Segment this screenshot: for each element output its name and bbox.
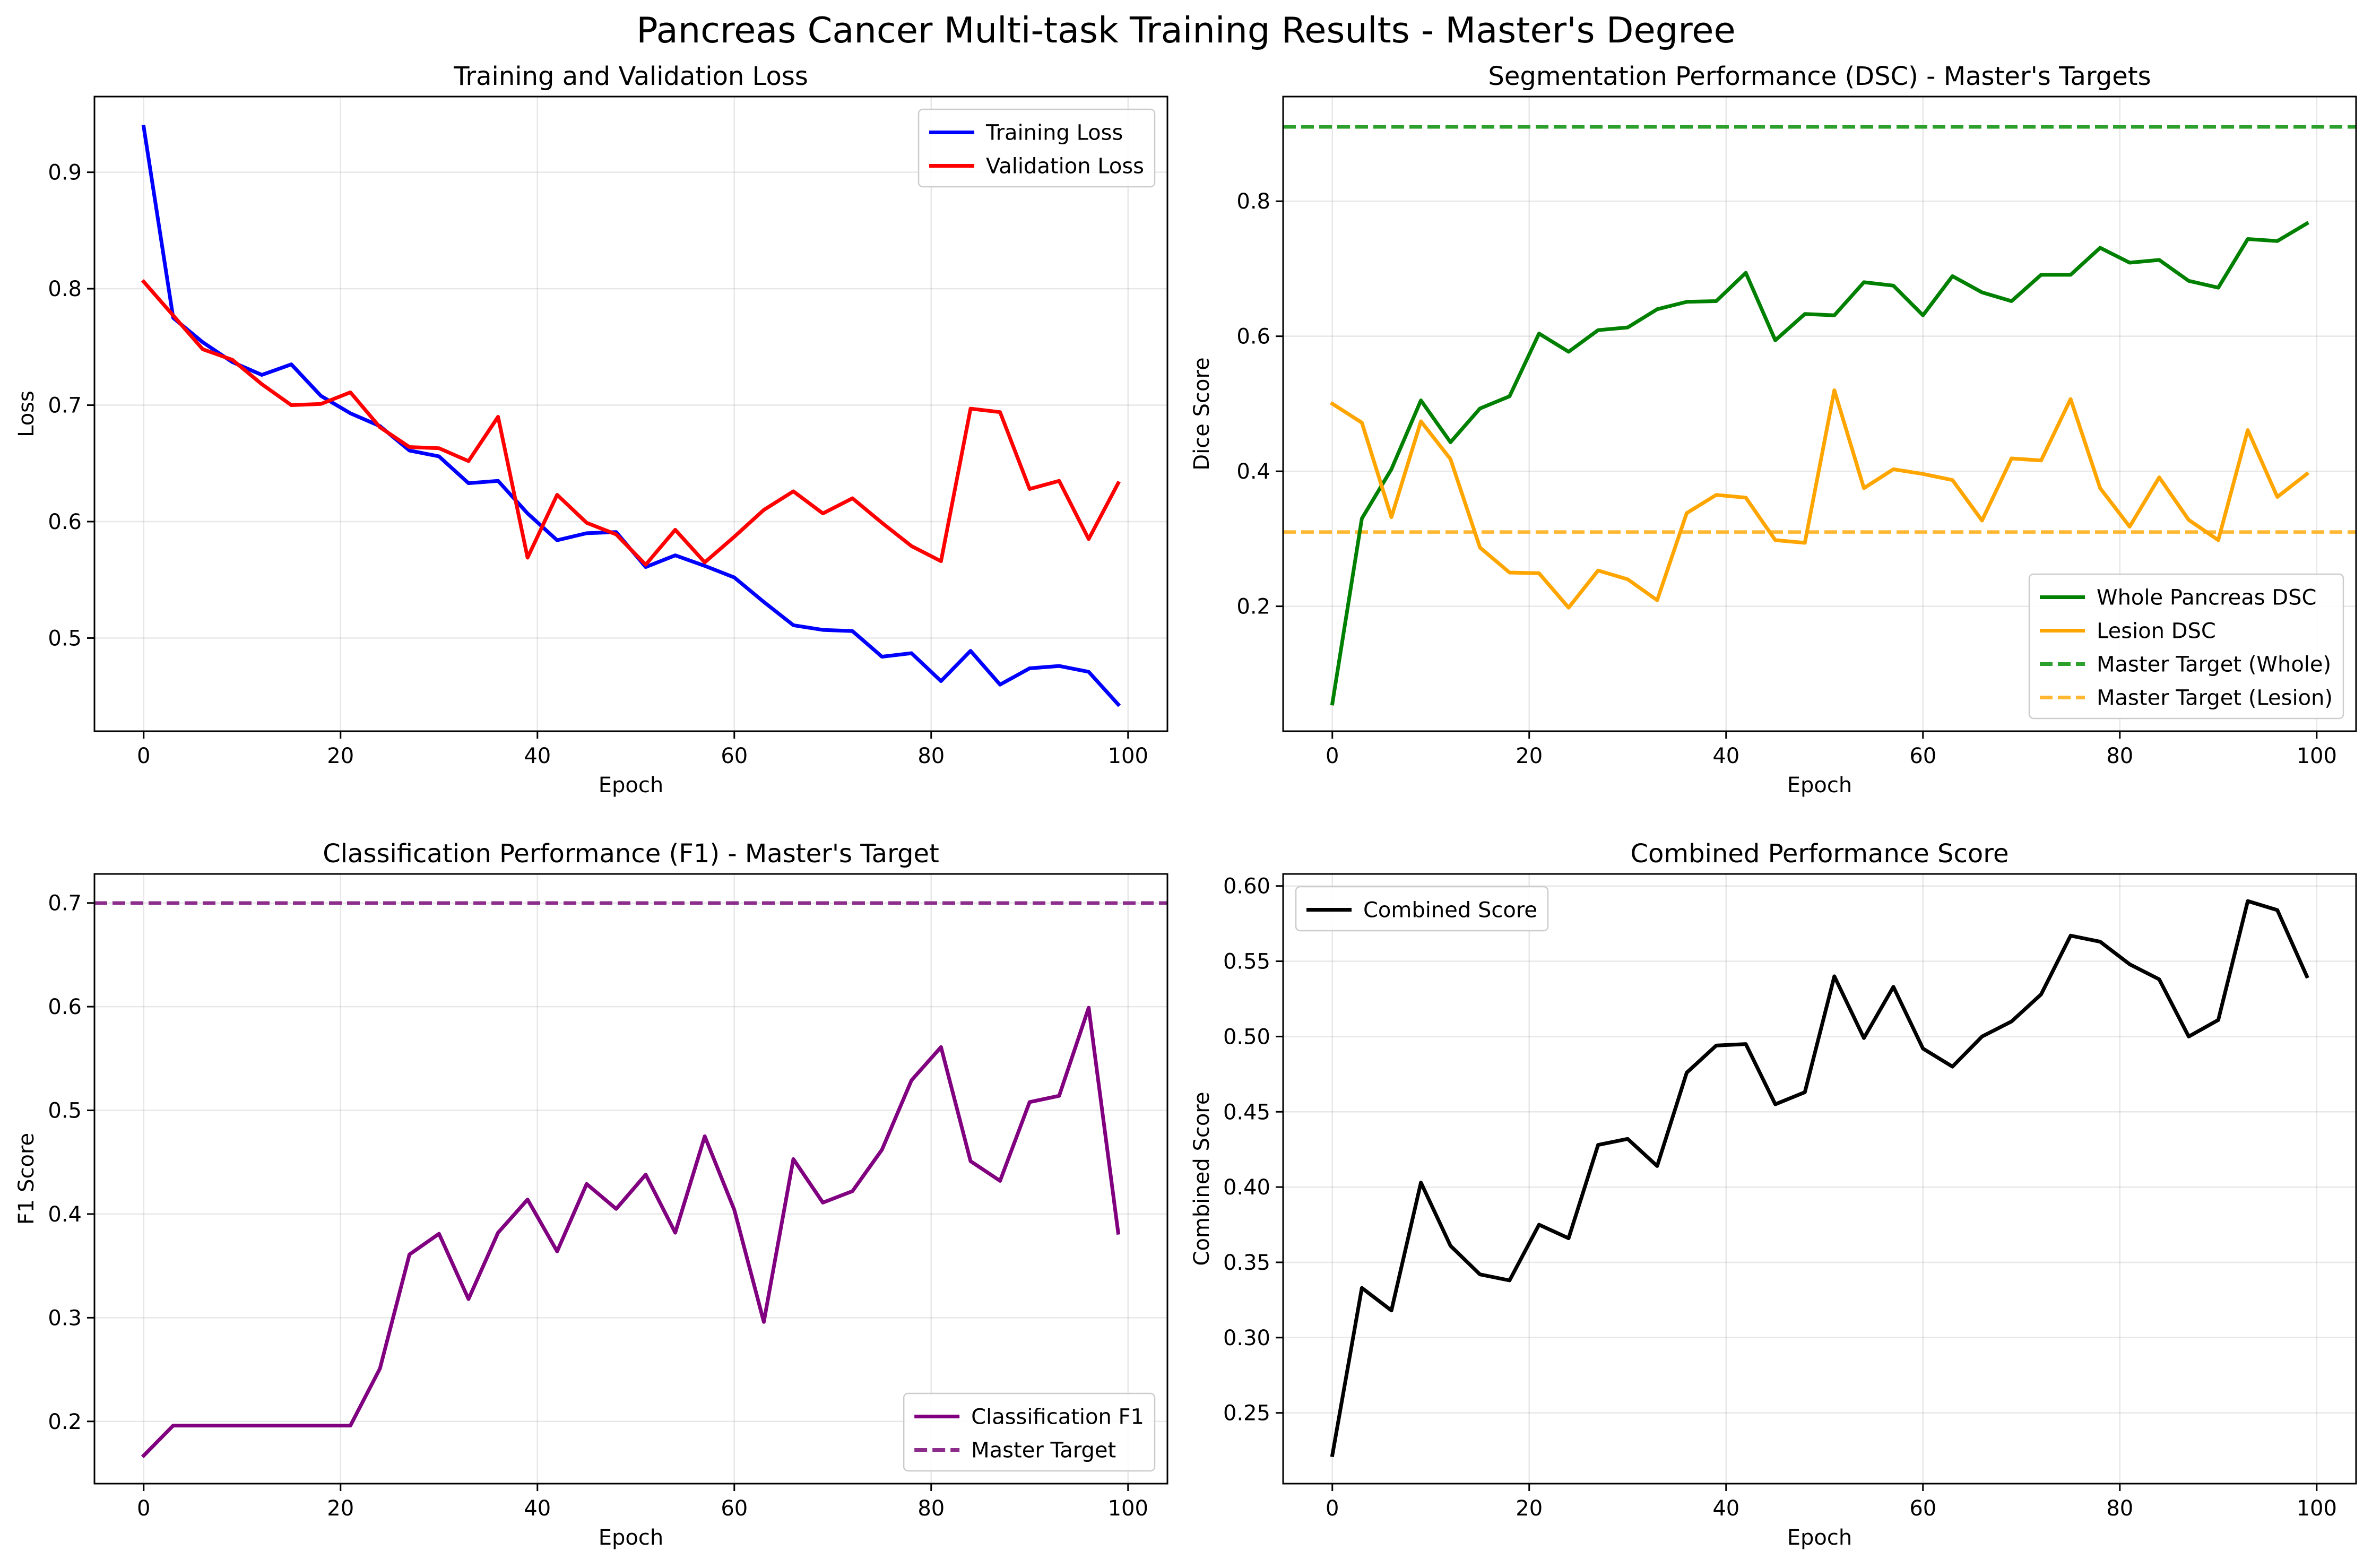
x-tick-label: 60 bbox=[1909, 744, 1936, 768]
y-tick-label: 0.3 bbox=[48, 1306, 82, 1330]
series-line-1 bbox=[1329, 388, 2310, 610]
x-tick-label: 0 bbox=[137, 744, 150, 768]
y-tick-label: 0.55 bbox=[1223, 950, 1270, 974]
axes-frame bbox=[93, 873, 1168, 1485]
x-tick-label: 60 bbox=[721, 1496, 748, 1521]
y-tick-label: 0.40 bbox=[1223, 1175, 1270, 1200]
x-tick-label: 60 bbox=[1909, 1496, 1936, 1521]
legend-entry-label: Validation Loss bbox=[986, 154, 1144, 179]
y-tick-label: 0.8 bbox=[48, 277, 82, 301]
y-tick-label: 0.45 bbox=[1223, 1100, 1270, 1124]
y-tick-label: 0.5 bbox=[48, 626, 82, 651]
plot-area bbox=[94, 901, 1167, 1459]
y-axis-label: Combined Score bbox=[1190, 1092, 1214, 1266]
x-tick-label: 0 bbox=[1326, 744, 1339, 768]
y-axis-label: Dice Score bbox=[1190, 357, 1214, 470]
x-tick-label: 0 bbox=[1326, 1496, 1339, 1521]
x-tick-label: 80 bbox=[917, 744, 945, 768]
x-axis-label: Epoch bbox=[599, 1526, 663, 1550]
x-tick-label: 40 bbox=[1712, 744, 1739, 768]
legend-entry-label: Master Target (Whole) bbox=[2097, 653, 2331, 677]
grid bbox=[1283, 874, 2356, 1484]
legend-entry-label: Combined Score bbox=[1363, 898, 1537, 923]
y-tick-label: 0.7 bbox=[48, 891, 82, 916]
y-tick-label: 0.5 bbox=[48, 1099, 82, 1123]
x-tick-label: 100 bbox=[2297, 1496, 2337, 1521]
subplot-loss: 0 20 40 60 80 100 0.5 0.6 0.7 0.8 0.9 Training and … bbox=[14, 62, 1168, 798]
y-tick-label: 0.9 bbox=[48, 161, 82, 185]
x-tick-label: 20 bbox=[1516, 1496, 1543, 1521]
series-line-0 bbox=[1330, 221, 2309, 706]
legend-box bbox=[2028, 573, 2344, 720]
x-tick-label: 20 bbox=[327, 744, 354, 768]
y-axis-label: Loss bbox=[14, 391, 39, 437]
series-line-0 bbox=[1330, 899, 2309, 1458]
x-tick-label: 20 bbox=[1516, 744, 1543, 768]
y-tick-label: 0.60 bbox=[1223, 874, 1270, 899]
x-tick-label: 40 bbox=[524, 1496, 551, 1521]
x-tick-label: 40 bbox=[524, 744, 551, 768]
y-tick-label: 0.4 bbox=[48, 1202, 82, 1227]
axes-frame bbox=[1282, 873, 2357, 1485]
x-axis-label: Epoch bbox=[1787, 773, 1852, 798]
axes-frame bbox=[1282, 96, 2357, 732]
subplot-f1: 0 20 40 60 80 100 0.2 0.3 0.4 0.5 0.6 0.7 Classifica… bbox=[14, 839, 1168, 1550]
subplot-dsc: 0 20 40 60 80 100 0.2 0.4 0.6 0.8 Segmentation Per… bbox=[1190, 62, 2357, 798]
x-tick-label: 100 bbox=[1108, 744, 1148, 768]
y-tick-label: 0.6 bbox=[48, 510, 82, 534]
axes-frame bbox=[93, 96, 1168, 732]
series-line-0 bbox=[141, 1006, 1121, 1459]
x-axis-label: Epoch bbox=[1787, 1526, 1852, 1550]
y-tick-label: 0.35 bbox=[1223, 1251, 1270, 1275]
subplot-combined: 0 20 40 60 80 100 0.25 0.30 0.35 0.40 0.45 0.50 0.55… bbox=[1190, 839, 2357, 1550]
x-tick-label: 80 bbox=[2106, 1496, 2133, 1521]
legend: Combined Score bbox=[1295, 886, 1549, 932]
subplot-title: Combined Performance Score bbox=[1631, 839, 2009, 869]
y-tick-label: 0.2 bbox=[1236, 595, 1270, 619]
y-tick-label: 0.7 bbox=[48, 394, 82, 418]
subplot-title: Training and Validation Loss bbox=[453, 62, 808, 91]
y-axis-label: F1 Score bbox=[14, 1133, 39, 1225]
legend-box bbox=[1295, 886, 1549, 932]
figure-title: Pancreas Cancer Multi-task Training Resu… bbox=[636, 10, 1735, 51]
subplot-title: Classification Performance (F1) - Master… bbox=[323, 839, 939, 869]
y-tick-label: 0.30 bbox=[1223, 1326, 1270, 1350]
legend-entry-label: Whole Pancreas DSC bbox=[2097, 586, 2316, 610]
x-tick-label: 80 bbox=[2106, 744, 2133, 768]
x-tick-label: 0 bbox=[137, 1496, 150, 1521]
x-tick-label: 80 bbox=[917, 1496, 945, 1521]
grid bbox=[94, 874, 1167, 1484]
x-tick-label: 20 bbox=[327, 1496, 354, 1521]
y-tick-label: 0.8 bbox=[1236, 189, 1270, 214]
legend-entry-label: Master Target (Lesion) bbox=[2097, 686, 2333, 711]
plot-area bbox=[141, 125, 1121, 707]
legend-entry-label: Training Loss bbox=[985, 121, 1123, 145]
y-tick-label: 0.50 bbox=[1223, 1025, 1270, 1049]
y-tick-label: 0.4 bbox=[1236, 460, 1270, 484]
x-tick-label: 60 bbox=[721, 744, 748, 768]
y-tick-label: 0.6 bbox=[48, 995, 82, 1019]
y-tick-label: 0.2 bbox=[48, 1410, 82, 1434]
x-tick-label: 40 bbox=[1712, 1496, 1739, 1521]
x-tick-label: 100 bbox=[2297, 744, 2337, 768]
grid bbox=[94, 97, 1167, 731]
subplot-title: Segmentation Performance (DSC) - Master'… bbox=[1488, 62, 2151, 91]
x-tick-label: 100 bbox=[1108, 1496, 1148, 1521]
legend: Classification F1 Master Target bbox=[903, 1392, 1156, 1472]
legend-entry-label: Lesion DSC bbox=[2097, 619, 2216, 644]
x-axis-label: Epoch bbox=[599, 773, 663, 798]
y-tick-label: 0.25 bbox=[1223, 1401, 1270, 1426]
legend-entry-label: Master Target bbox=[971, 1439, 1116, 1463]
legend-box bbox=[917, 108, 1156, 188]
legend: Whole Pancreas DSC Lesion DSC Master Targe… bbox=[2028, 573, 2344, 720]
legend: Training Loss Validation Loss bbox=[917, 108, 1156, 188]
plot-area bbox=[1283, 125, 2356, 706]
legend-box bbox=[903, 1392, 1156, 1472]
plot-area bbox=[1330, 899, 2309, 1458]
y-tick-label: 0.6 bbox=[1236, 325, 1270, 349]
legend-entry-label: Classification F1 bbox=[971, 1405, 1144, 1430]
series-line-1 bbox=[141, 279, 1121, 567]
